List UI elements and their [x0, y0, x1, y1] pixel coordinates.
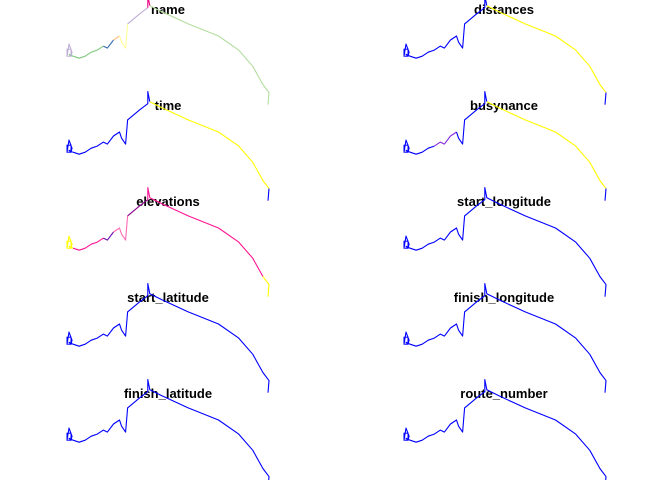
- route-segment: [66, 43, 73, 57]
- panel-title: finish_longitude: [454, 290, 554, 305]
- panel-distances: distances: [403, 0, 607, 105]
- route-segment: [403, 0, 488, 59]
- route-segment: [403, 139, 435, 155]
- route-segment: [113, 35, 120, 41]
- route-segment: [267, 188, 270, 201]
- route-segment: [604, 188, 607, 201]
- route-segment: [113, 215, 129, 241]
- route-segment: [403, 187, 607, 297]
- route-segment: [118, 23, 129, 49]
- panel-start-longitude: start_longitude: [403, 187, 607, 297]
- panel-busynance: busynance: [403, 91, 607, 201]
- route-segment: [66, 235, 74, 249]
- panel-title: finish_latitude: [124, 386, 212, 401]
- route-segment: [147, 0, 151, 8]
- panel-finish-latitude: finish_latitude: [66, 379, 270, 480]
- panel-title: distances: [474, 2, 534, 17]
- route-segment: [127, 7, 149, 25]
- route-segment: [66, 91, 151, 155]
- route-segment: [147, 187, 264, 277]
- route-segment: [103, 231, 114, 241]
- route-segment: [455, 91, 488, 145]
- route-start-marker: [66, 432, 72, 441]
- route-segment: [604, 92, 607, 105]
- panel-title: start_longitude: [457, 194, 551, 209]
- panel-finish-longitude: finish_longitude: [403, 283, 607, 393]
- route-start-marker: [403, 336, 409, 345]
- route-start-marker: [66, 336, 72, 345]
- route-segment: [433, 131, 457, 147]
- route-segment: [149, 5, 270, 105]
- route-start-marker: [403, 240, 409, 249]
- route-start-marker: [403, 48, 409, 57]
- route-segment: [72, 237, 104, 251]
- route-start-marker: [403, 144, 409, 153]
- panel-elevations: elevations: [66, 187, 270, 297]
- panel-time: time: [66, 91, 270, 201]
- route-segment: [262, 276, 270, 297]
- route-start-marker: [66, 48, 72, 57]
- panel-title: route_number: [460, 386, 547, 401]
- route-segment: [403, 379, 607, 480]
- route-segment: [68, 45, 104, 59]
- route-start-marker: [66, 144, 72, 153]
- route-segment: [486, 5, 607, 93]
- route-segment: [66, 379, 270, 480]
- panel-title: time: [155, 98, 182, 113]
- route-segment: [127, 199, 149, 217]
- panel-title: name: [151, 2, 185, 17]
- panel-route-number: route_number: [403, 379, 607, 480]
- route-start-marker: [403, 432, 409, 441]
- panel-title: elevations: [136, 194, 200, 209]
- panel-start-latitude: start_latitude: [66, 283, 270, 393]
- route-segment: [103, 39, 114, 49]
- route-segment: [149, 101, 270, 189]
- route-segment: [403, 283, 607, 393]
- route-segment: [66, 283, 270, 393]
- route-start-marker: [66, 240, 72, 249]
- panel-name: name: [66, 0, 270, 105]
- route-segment: [486, 101, 607, 189]
